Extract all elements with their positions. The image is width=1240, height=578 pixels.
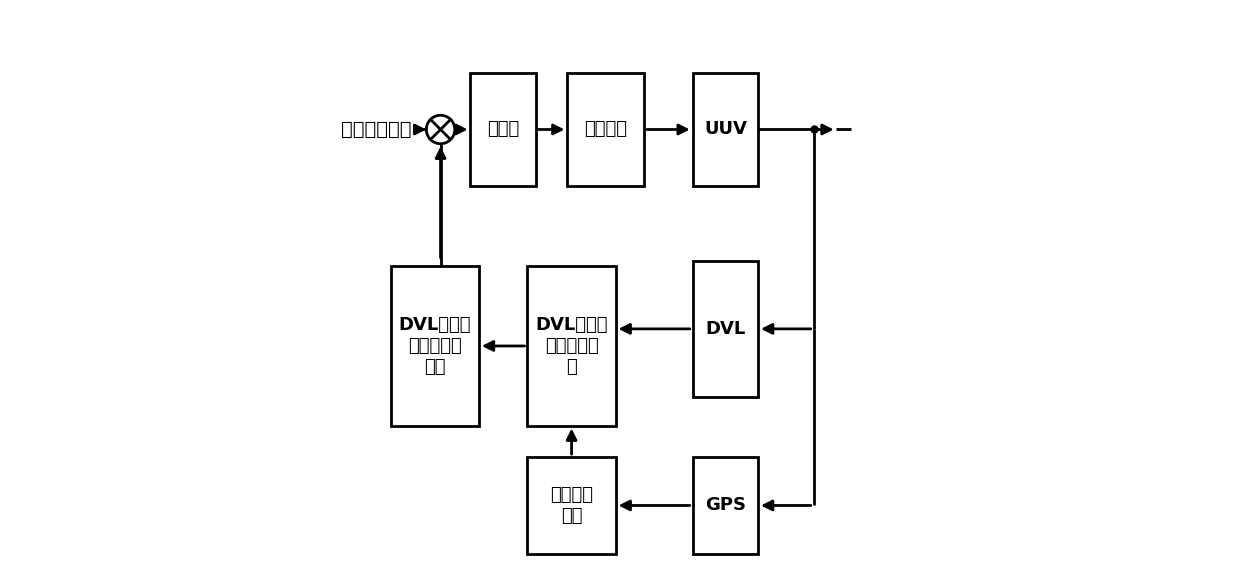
Bar <box>391 266 479 426</box>
Text: GPS: GPS <box>704 497 746 514</box>
Bar <box>470 72 536 187</box>
Bar <box>527 266 616 426</box>
Text: UUV: UUV <box>704 120 746 139</box>
Text: -: - <box>435 150 443 168</box>
Text: 控制器: 控制器 <box>487 120 520 139</box>
Text: DVL测速噪
声成型滤波
器: DVL测速噪 声成型滤波 器 <box>536 316 608 376</box>
Bar <box>693 457 758 554</box>
Bar <box>527 457 616 554</box>
Bar <box>568 72 645 187</box>
Text: 速度控制指令: 速度控制指令 <box>341 120 412 139</box>
Bar <box>693 261 758 397</box>
Text: DVL测速噪
声卡尔曼滤
波器: DVL测速噪 声卡尔曼滤 波器 <box>398 316 471 376</box>
Text: 数据比对
模块: 数据比对 模块 <box>551 486 593 525</box>
Text: 执行机构: 执行机构 <box>584 120 627 139</box>
Bar <box>693 72 758 187</box>
Circle shape <box>427 115 455 144</box>
Text: DVL: DVL <box>706 320 745 338</box>
